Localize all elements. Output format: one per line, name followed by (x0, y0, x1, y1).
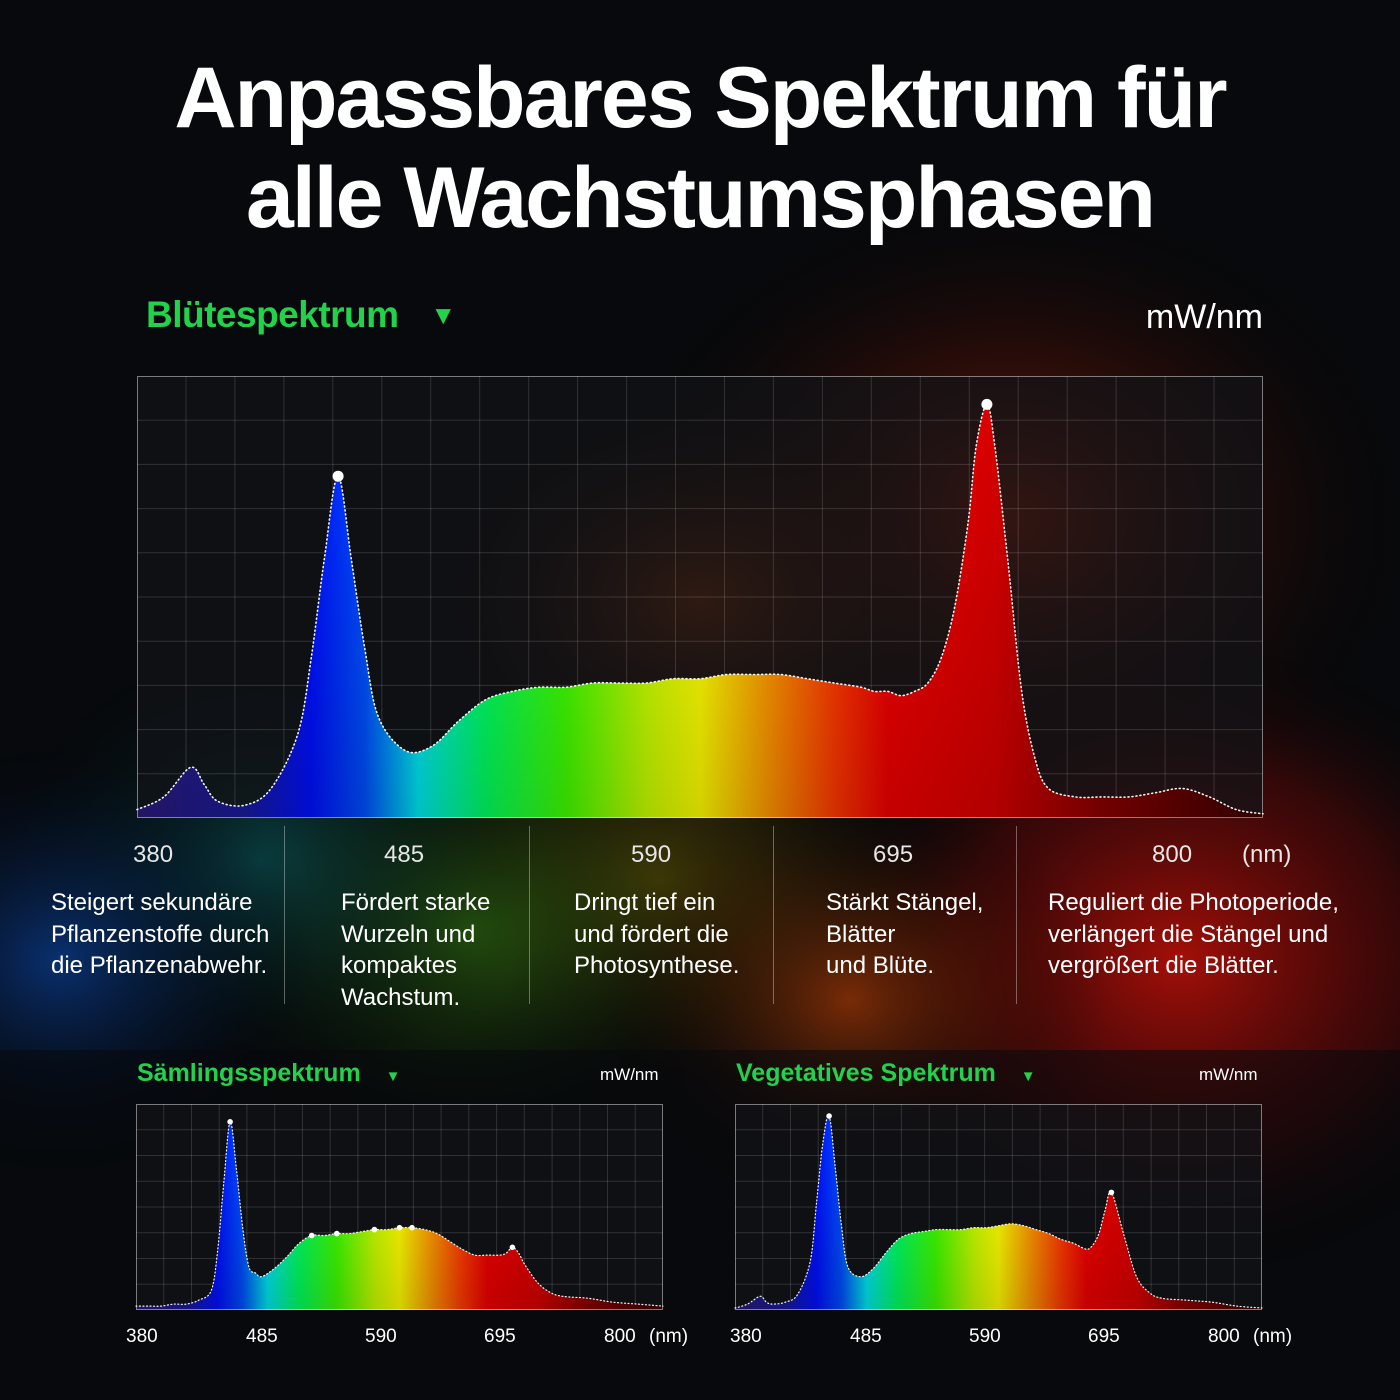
peak-marker (396, 1224, 403, 1231)
description-line: Photosynthese. (574, 952, 740, 979)
description-line: Fördert starke (341, 889, 491, 916)
spectrum-line (135, 1121, 664, 1307)
main-nm-unit: (nm) (1242, 841, 1292, 868)
main-tick-380: 380 (133, 841, 174, 868)
description-line: die Pflanzenabwehr. (51, 952, 268, 979)
column-divider (284, 826, 285, 1004)
spectrum-shade (136, 1121, 663, 1310)
peak-marker (227, 1119, 233, 1125)
seedling-chart-unit: mW/nm (600, 1065, 659, 1084)
peak-marker (509, 1244, 516, 1251)
peak-marker (826, 1113, 832, 1119)
description-380: Steigert sekundäre Pflanzenstoffe durch … (51, 887, 269, 982)
column-divider (1016, 826, 1017, 1004)
vegetative-chart-dropdown[interactable]: Vegetatives Spektrum ▼ (736, 1059, 1036, 1088)
peak-marker (981, 398, 993, 410)
vegetative-tick-485: 485 (850, 1326, 882, 1347)
chevron-down-icon: ▼ (1020, 1068, 1036, 1085)
main-tick-695: 695 (873, 841, 914, 868)
page-title: Anpassbares Spektrum für alle Wachstumsp… (0, 48, 1400, 248)
spectrum-line (136, 403, 1264, 815)
description-800: Reguliert die Photoperiode, verlängert d… (1048, 887, 1339, 982)
description-line: Reguliert die Photoperiode, (1048, 889, 1339, 916)
chevron-down-icon: ▼ (430, 300, 456, 330)
column-divider (529, 826, 530, 1004)
description-line: kompaktes (341, 952, 458, 979)
seedling-tick-590: 590 (365, 1326, 397, 1347)
vegetative-tick-590: 590 (969, 1326, 1001, 1347)
seedling-chart-dropdown[interactable]: Sämlingsspektrum ▼ (137, 1059, 401, 1088)
main-chart-dropdown[interactable]: Blütespektrum ▼ (146, 294, 456, 336)
main-chart-unit: mW/nm (1145, 298, 1263, 336)
main-tick-800: 800 (1152, 841, 1193, 868)
main-tick-590: 590 (631, 841, 672, 868)
spectrum-shade (735, 1115, 1262, 1310)
description-line: Wachstum. (341, 983, 461, 1011)
vegetative-spectrum-chart (734, 1104, 1263, 1310)
seedling-nm-unit: (nm) (649, 1326, 689, 1347)
seedling-spectrum-chart (135, 1104, 664, 1310)
seedling-tick-800: 800 (604, 1326, 636, 1347)
description-line: Steigert sekundäre (51, 889, 253, 916)
vegetative-chart-label: Vegetatives Spektrum (736, 1059, 996, 1087)
spectrum-line (734, 1114, 1263, 1309)
spectrum-shade (137, 404, 1263, 818)
vegetative-tick-380: 380 (730, 1326, 762, 1347)
peak-marker (1108, 1189, 1115, 1196)
chart-frame (735, 1104, 1262, 1310)
main-chart-label: Blütespektrum (146, 294, 399, 335)
description-line: vergrößert die Blätter. (1048, 952, 1279, 979)
vegetative-tick-695: 695 (1088, 1326, 1120, 1347)
seedling-tick-695: 695 (484, 1326, 516, 1347)
title-line-2: alle Wachstumsphasen (246, 150, 1156, 246)
description-485: Fördert starke Wurzeln und kompaktes Wac… (341, 887, 490, 1013)
chevron-down-icon: ▼ (385, 1068, 401, 1085)
seedling-tick-380: 380 (126, 1326, 158, 1347)
vegetative-chart-unit: mW/nm (1199, 1065, 1258, 1084)
peak-marker (409, 1224, 415, 1231)
vegetative-tick-800: 800 (1208, 1326, 1240, 1347)
description-line: und Blüte. (826, 952, 935, 979)
peak-marker (308, 1232, 315, 1239)
peak-marker (371, 1226, 378, 1233)
peak-marker (334, 1230, 340, 1237)
chart-frame (136, 1104, 663, 1310)
description-695: Stärkt Stängel, Blätter und Blüte. (826, 887, 983, 982)
main-spectrum-chart (136, 376, 1264, 818)
seedling-tick-485: 485 (246, 1326, 278, 1347)
chart-frame (137, 376, 1263, 818)
description-line: Pflanzenstoffe durch (51, 920, 270, 948)
description-line: Dringt tief ein (574, 889, 716, 916)
main-tick-485: 485 (384, 841, 425, 868)
peak-marker (332, 470, 344, 482)
description-line: Wurzeln und (341, 920, 476, 948)
description-line: Blätter (826, 920, 896, 948)
description-line: und fördert die (574, 920, 729, 948)
seedling-chart-label: Sämlingsspektrum (137, 1059, 361, 1087)
column-divider (773, 826, 774, 1004)
vegetative-nm-unit: (nm) (1253, 1326, 1293, 1347)
description-line: verlängert die Stängel und (1048, 920, 1329, 948)
title-line-1: Anpassbares Spektrum für (174, 50, 1227, 146)
description-line: Stärkt Stängel, (826, 889, 984, 916)
description-590: Dringt tief ein und fördert die Photosyn… (574, 887, 739, 982)
